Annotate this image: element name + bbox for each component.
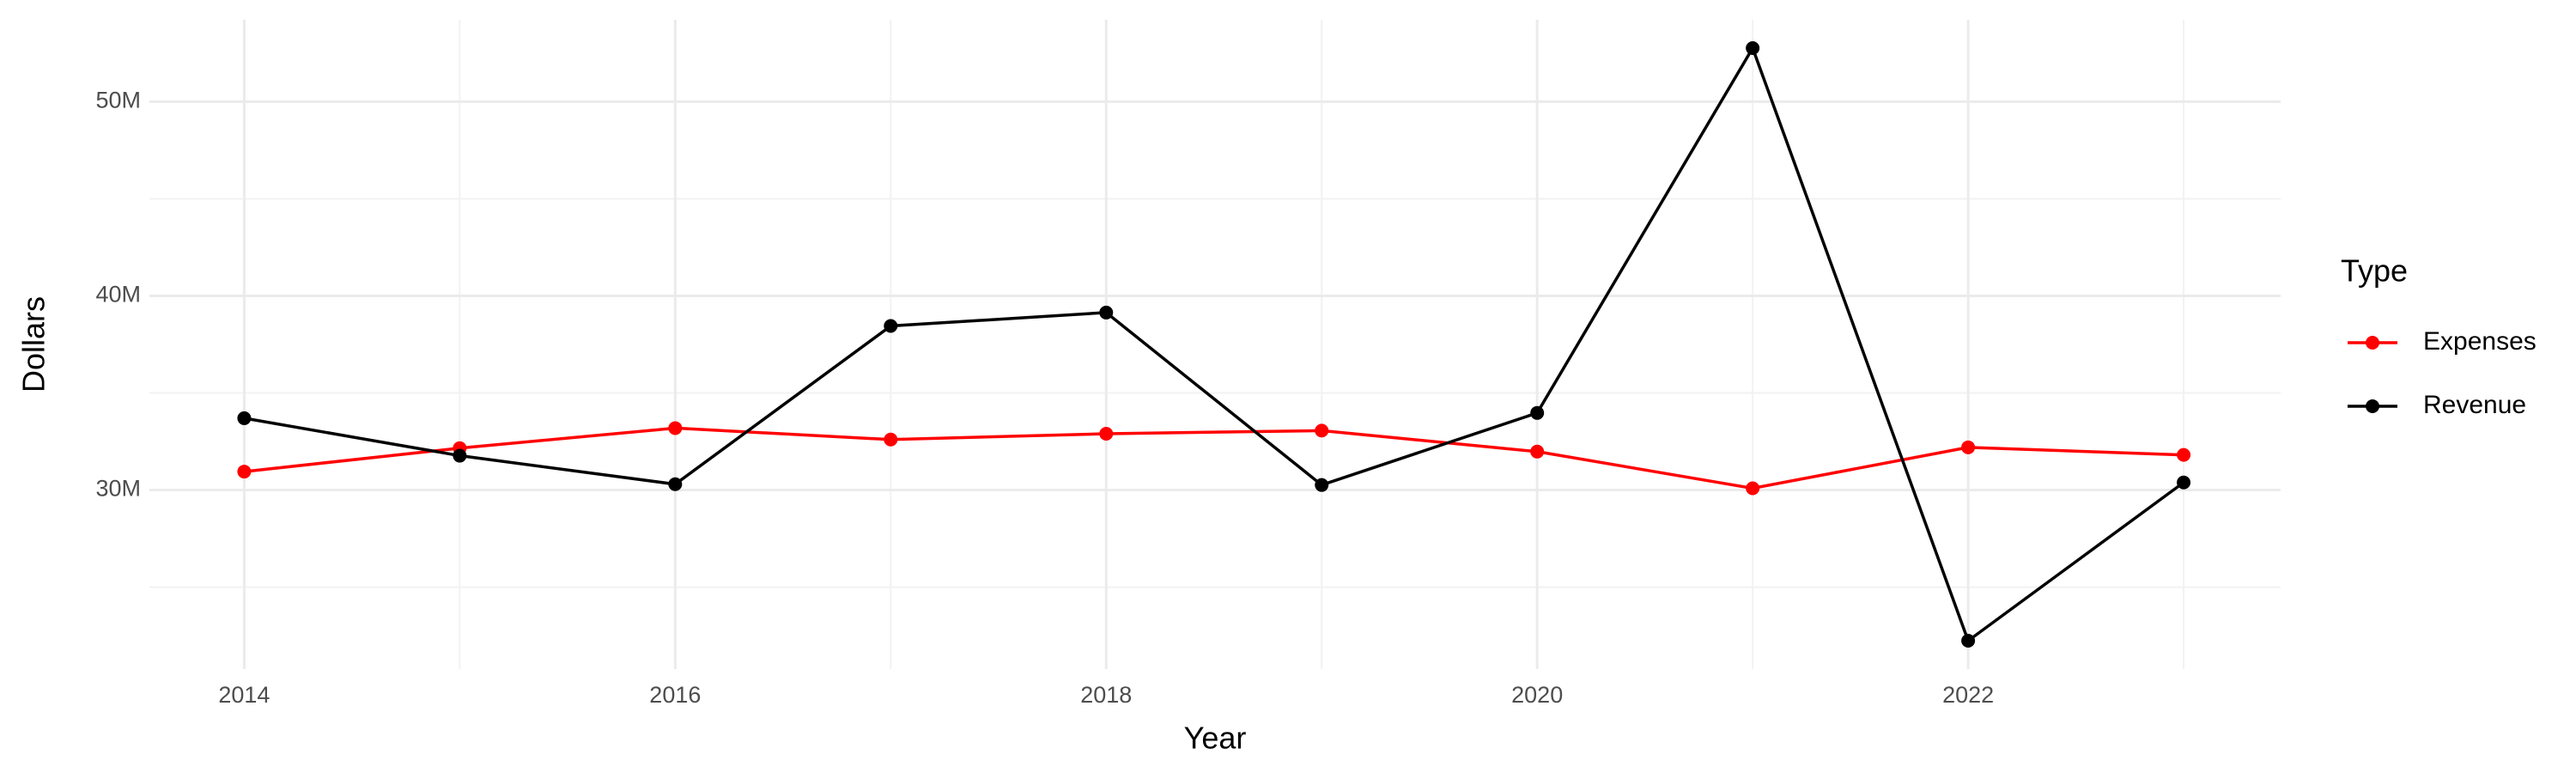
- x-axis-title: Year: [1184, 721, 1247, 756]
- data-point: [884, 432, 898, 447]
- data-point: [1961, 633, 1976, 648]
- data-point: [237, 411, 252, 425]
- series-line: [244, 44, 2185, 643]
- legend-title: Type: [2341, 253, 2408, 289]
- x-tick-label: 2018: [1080, 682, 1132, 708]
- data-point: [453, 448, 467, 463]
- legend-label: Revenue: [2423, 391, 2526, 419]
- data-point: [1099, 305, 1114, 320]
- data-point: [2177, 447, 2191, 462]
- legend-key-point: [2366, 399, 2379, 413]
- data-point: [1315, 478, 1329, 492]
- data-point: [884, 319, 898, 333]
- x-tick-label: 2014: [218, 682, 270, 708]
- x-tick-label: 2016: [649, 682, 701, 708]
- x-tick-label: 2020: [1511, 682, 1563, 708]
- y-tick-label: 30M: [95, 476, 141, 502]
- data-point: [1746, 481, 1760, 496]
- data-point: [1746, 41, 1760, 56]
- x-tick-label: 2022: [1942, 682, 1994, 708]
- legend-label: Expenses: [2423, 327, 2537, 356]
- data-point: [237, 465, 252, 479]
- y-tick-label: 40M: [95, 282, 141, 307]
- y-axis-title: Dollars: [16, 296, 52, 393]
- data-point: [1530, 444, 1545, 459]
- data-point: [668, 477, 683, 491]
- data-point: [668, 421, 683, 435]
- data-point: [2177, 475, 2191, 490]
- series-line: [244, 426, 2184, 490]
- data-point: [1961, 440, 1976, 454]
- data-point: [1315, 423, 1329, 438]
- data-point: [1099, 426, 1114, 441]
- legend-key-point: [2366, 336, 2379, 350]
- y-tick-label: 50M: [95, 88, 141, 113]
- data-point: [1530, 405, 1545, 420]
